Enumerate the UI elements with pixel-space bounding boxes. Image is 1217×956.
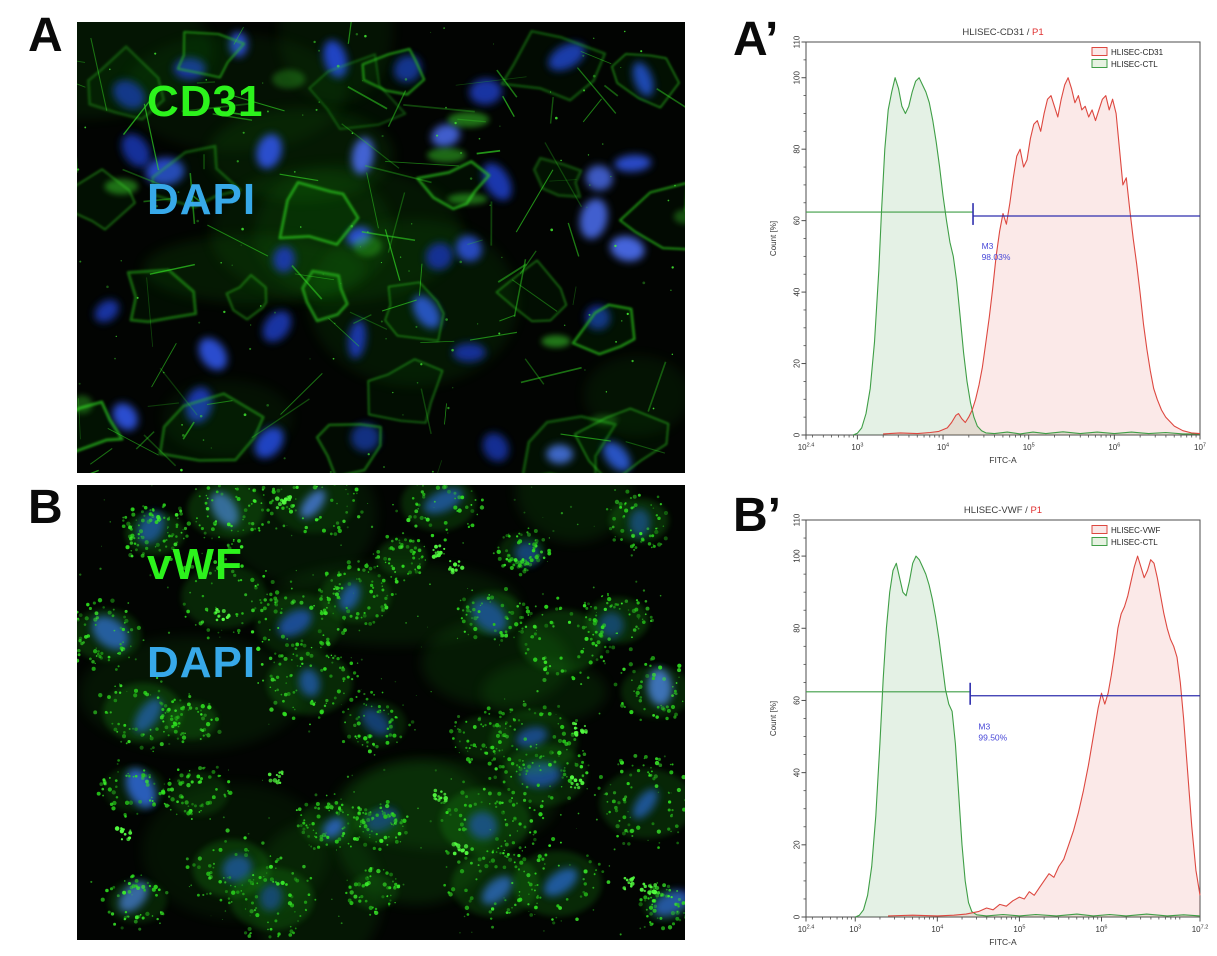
histogram-fill-HLISEC-VWF <box>888 556 1200 917</box>
y-tick-label: 0 <box>793 432 802 437</box>
legend-swatch-HLISEC-CTL <box>1091 59 1108 68</box>
y-tick-label: 20 <box>793 840 802 849</box>
marker-percent: 98.03% <box>982 252 1011 262</box>
stain-label-cd31: CD31 <box>147 77 264 126</box>
panel-b-micrograph-vwf-dapi: vWF DAPI <box>77 485 685 940</box>
panel-a-label: A <box>28 9 63 62</box>
micro-a-render <box>77 22 685 473</box>
histogram-fill-HLISEC-CTL <box>853 77 1200 435</box>
legend-swatch-HLISEC-CTL <box>1091 537 1108 546</box>
x-tick-label: 107.2 <box>1192 925 1209 935</box>
stain-label-vwf: vWF <box>147 540 243 589</box>
y-axis-label: Count [%] <box>769 221 778 256</box>
y-tick-label: 80 <box>793 144 802 153</box>
x-tick-label: 103 <box>851 443 863 453</box>
y-tick-label: 60 <box>793 695 802 704</box>
x-tick-label: 102.4 <box>798 443 815 453</box>
y-axis-label: Count [%] <box>769 701 778 736</box>
histogram-fill-HLISEC-CTL <box>855 556 1200 917</box>
histogram-curve-HLISEC-CTL <box>855 555 1201 918</box>
x-axis-label: FITC-A <box>989 937 1017 947</box>
panel-b-label: B <box>28 481 63 534</box>
histogram-curve-HLISEC-VWF <box>888 555 1201 917</box>
legend-label: HLISEC-CD31 <box>1111 48 1164 57</box>
flow-cd31-svg: HLISEC-CD31 / P1 0 20 40 60 80 100 110 Count [%]… <box>769 27 1206 465</box>
y-tick-label: 40 <box>793 768 802 777</box>
panel-b-prime-label: B’ <box>733 489 781 542</box>
x-tick-label: 103 <box>849 925 861 935</box>
histogram-curve-HLISEC-CTL <box>852 77 1200 436</box>
marker-name: M3 <box>982 241 994 251</box>
marker-name: M3 <box>978 721 990 731</box>
y-tick-label: 0 <box>793 914 802 919</box>
panel-a-prime-label: A’ <box>733 13 779 66</box>
stain-label-dapi-a: DAPI <box>147 175 257 224</box>
chart-title: HLISEC-VWF / P1 <box>964 505 1042 516</box>
panel-a-micrograph-cd31-dapi: CD31 DAPI <box>77 22 685 473</box>
legend-label: HLISEC-CTL <box>1111 538 1158 547</box>
legend-swatch-HLISEC-VWF <box>1091 525 1108 534</box>
flow-histogram-vwf: HLISEC-VWF / P1 0 20 40 60 80 100 110 Count [%] 1… <box>745 490 1217 956</box>
y-tick-label: 40 <box>793 287 802 296</box>
flow-vwf-svg: HLISEC-VWF / P1 0 20 40 60 80 100 110 Count [%] 1… <box>769 505 1209 947</box>
x-tick-label: 104 <box>931 925 943 935</box>
marker-percent: 99.50% <box>978 732 1007 742</box>
y-tick-label: 100 <box>793 549 802 563</box>
plot-border <box>805 519 1201 918</box>
x-tick-label: 106 <box>1096 925 1108 935</box>
x-tick-label: 106 <box>1108 443 1120 453</box>
legend-label: HLISEC-CTL <box>1111 60 1158 69</box>
y-tick-label: 110 <box>793 35 802 48</box>
y-tick-label: 110 <box>793 513 802 526</box>
x-tick-label: 102.4 <box>798 925 815 935</box>
x-axis-label: FITC-A <box>989 455 1017 465</box>
histogram-curve-HLISEC-CD31 <box>883 77 1201 435</box>
legend-swatch-HLISEC-CD31 <box>1091 47 1108 56</box>
legend-label: HLISEC-VWF <box>1111 526 1160 535</box>
y-tick-label: 100 <box>793 71 802 85</box>
chart-title: HLISEC-CD31 / P1 <box>962 27 1043 38</box>
stain-label-dapi-b: DAPI <box>147 638 257 687</box>
x-tick-label: 107 <box>1194 443 1206 453</box>
y-tick-label: 60 <box>793 216 802 225</box>
x-tick-label: 105 <box>1023 443 1035 453</box>
flow-histogram-cd31: HLISEC-CD31 / P1 0 20 40 60 80 100 110 Count [%]… <box>745 14 1217 484</box>
y-tick-label: 80 <box>793 623 802 632</box>
x-tick-label: 105 <box>1013 925 1025 935</box>
micro-b-render <box>77 485 685 940</box>
x-tick-label: 104 <box>937 443 949 453</box>
y-tick-label: 20 <box>793 359 802 368</box>
